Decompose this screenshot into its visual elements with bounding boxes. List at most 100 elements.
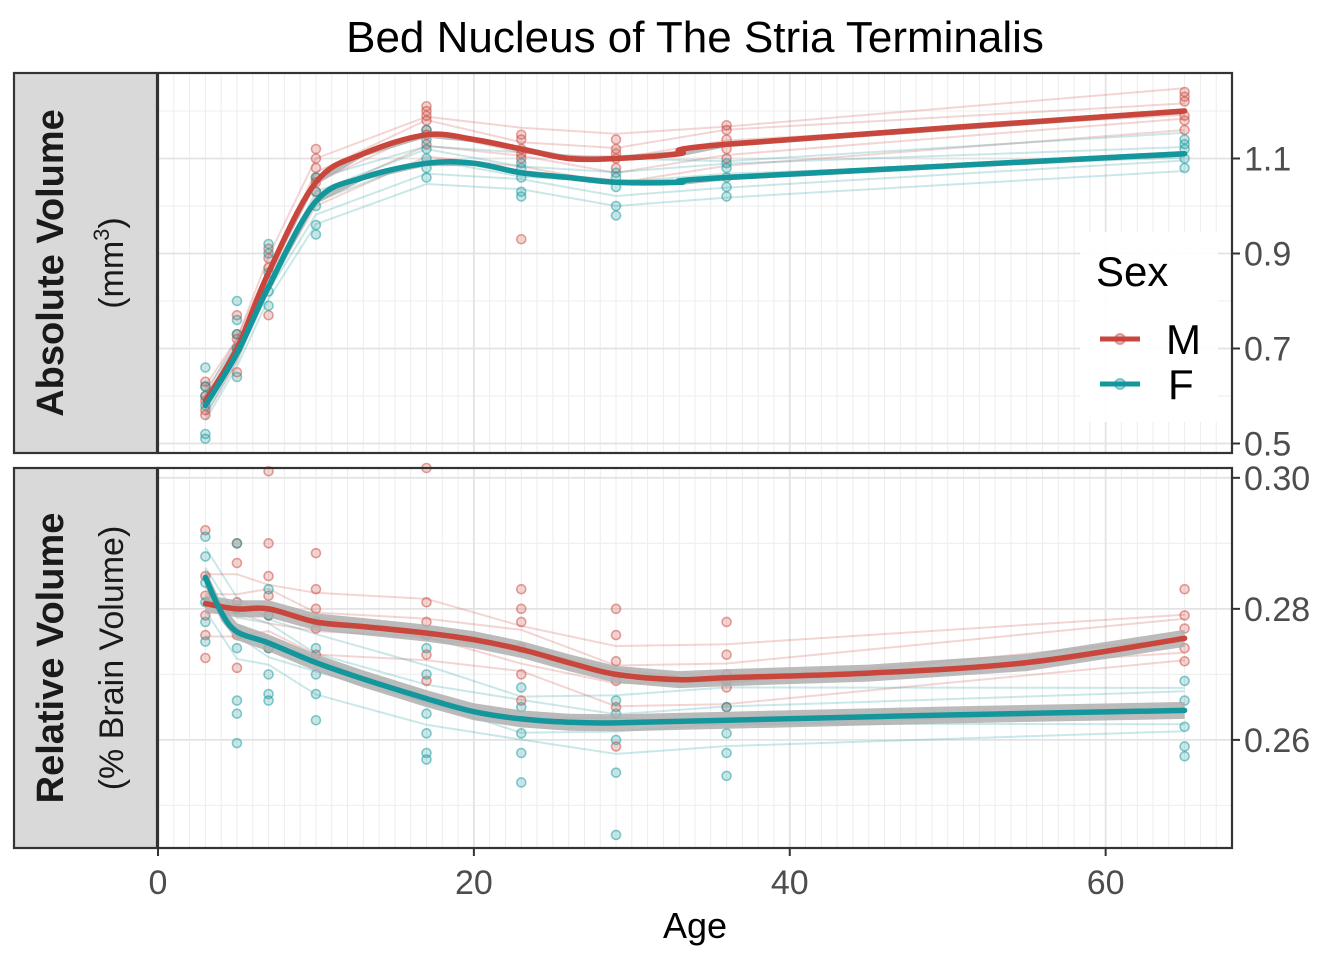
- data-point-f: [263, 300, 274, 312]
- data-point-m: [610, 655, 622, 667]
- data-point-f: [721, 701, 732, 713]
- data-point-f: [263, 688, 274, 700]
- data-point-f: [200, 428, 211, 440]
- x-tick-label: 20: [455, 864, 493, 902]
- data-point-m: [310, 547, 322, 559]
- data-point-m: [721, 649, 732, 661]
- data-point-f: [231, 371, 243, 383]
- data-point-f: [200, 616, 211, 628]
- data-point-f: [231, 538, 243, 549]
- data-point-f: [231, 737, 243, 749]
- subject-line-f: [204, 170, 1185, 421]
- data-point-m: [310, 153, 322, 164]
- legend-entry-m: M: [1100, 316, 1201, 363]
- y-tick-label: 0.30: [1244, 460, 1310, 498]
- data-point-m: [231, 662, 243, 674]
- strip-relative-volume: Relative Volume (% Brain Volume): [12, 466, 159, 850]
- legend-title: Sex: [1096, 248, 1168, 295]
- strip-absolute-unit: (mm3): [89, 217, 131, 309]
- data-point-f: [610, 767, 622, 778]
- data-point-f: [721, 728, 732, 739]
- data-point-m: [610, 134, 622, 145]
- data-point-f: [1179, 750, 1190, 762]
- data-point-m: [515, 603, 527, 615]
- subject-line-m: [205, 573, 1185, 648]
- data-point-f: [231, 314, 243, 326]
- data-point-f: [200, 531, 211, 543]
- data-point-f: [200, 381, 211, 392]
- data-point-f: [515, 157, 527, 169]
- data-point-m: [515, 129, 527, 141]
- data-point-m: [515, 233, 527, 245]
- data-point-f: [310, 688, 322, 700]
- data-point-m: [1179, 86, 1190, 98]
- strip-absolute-volume: Absolute Volume (mm3): [12, 71, 159, 455]
- trend-line-f: [202, 574, 1188, 726]
- data-point-f: [263, 238, 274, 250]
- data-point-f: [610, 734, 622, 746]
- data-point-f: [610, 829, 622, 841]
- data-point-f: [1179, 721, 1190, 733]
- data-point-f: [1179, 675, 1190, 687]
- y-tick-label: 0.5: [1244, 426, 1291, 464]
- data-point-f: [310, 642, 322, 654]
- trend-line-f: [202, 150, 1188, 409]
- data-point-m: [721, 616, 732, 628]
- y-tick-label: 0.7: [1244, 331, 1291, 369]
- data-point-f: [721, 181, 732, 193]
- x-tick-label: 60: [1087, 864, 1125, 902]
- subject-line-m: [205, 587, 1185, 667]
- data-point-f: [515, 186, 527, 198]
- strip-relative-unit: (% Brain Volume): [93, 526, 131, 791]
- data-point-m: [721, 119, 732, 131]
- data-point-m: [610, 629, 622, 641]
- data-point-f: [721, 770, 732, 782]
- data-point-f: [421, 728, 432, 739]
- data-point-m: [1179, 655, 1190, 667]
- data-point-f: [515, 747, 527, 759]
- data-point-m: [421, 100, 432, 112]
- data-point-m: [310, 143, 322, 155]
- legend-label-m: M: [1166, 316, 1201, 363]
- legend-label-f: F: [1168, 361, 1194, 408]
- data-point-f: [231, 708, 243, 719]
- data-point-f: [421, 669, 432, 680]
- confidence-ribbon-f: [205, 568, 1185, 732]
- legend: Sex M F: [1080, 232, 1218, 422]
- x-tick-label: 40: [771, 864, 809, 902]
- data-point-f: [610, 695, 622, 706]
- data-point-m: [310, 162, 322, 174]
- data-point-f: [200, 362, 211, 373]
- data-point-f: [263, 669, 274, 680]
- data-point-f: [231, 642, 243, 654]
- data-point-m: [515, 669, 527, 680]
- subject-line-f: [204, 610, 1185, 755]
- data-point-m: [1179, 124, 1190, 136]
- y-tick-label: 1.1: [1244, 141, 1291, 179]
- strip-absolute-title: Absolute Volume: [30, 109, 72, 417]
- data-point-f: [231, 295, 243, 307]
- data-point-m: [610, 603, 622, 615]
- x-tick-label: 0: [149, 864, 168, 902]
- y-tick-label: 0.28: [1244, 591, 1310, 629]
- data-point-m: [1179, 115, 1190, 126]
- data-point-m: [421, 110, 432, 122]
- data-point-f: [200, 551, 211, 562]
- data-point-f: [231, 695, 243, 706]
- confidence-ribbon-m: [205, 595, 1185, 689]
- data-point-f: [263, 583, 274, 595]
- data-point-m: [263, 538, 274, 549]
- panel-absolute-volume: 0.5 0.7 0.9 1.1: [156, 71, 1291, 464]
- data-point-m: [263, 309, 274, 321]
- strip-relative-title: Relative Volume: [30, 513, 72, 804]
- data-point-f: [421, 747, 432, 759]
- y-tick-label: 0.9: [1244, 236, 1291, 274]
- chart-title: Bed Nucleus of The Stria Terminalis: [346, 13, 1044, 62]
- trend-line-m: [202, 600, 1188, 683]
- data-point-m: [310, 603, 322, 615]
- legend-entry-f: F: [1100, 361, 1194, 408]
- data-point-f: [421, 708, 432, 719]
- y-tick-label: 0.26: [1244, 722, 1310, 760]
- panel-relative-volume: 0.26 0.28 0.30: [156, 460, 1310, 850]
